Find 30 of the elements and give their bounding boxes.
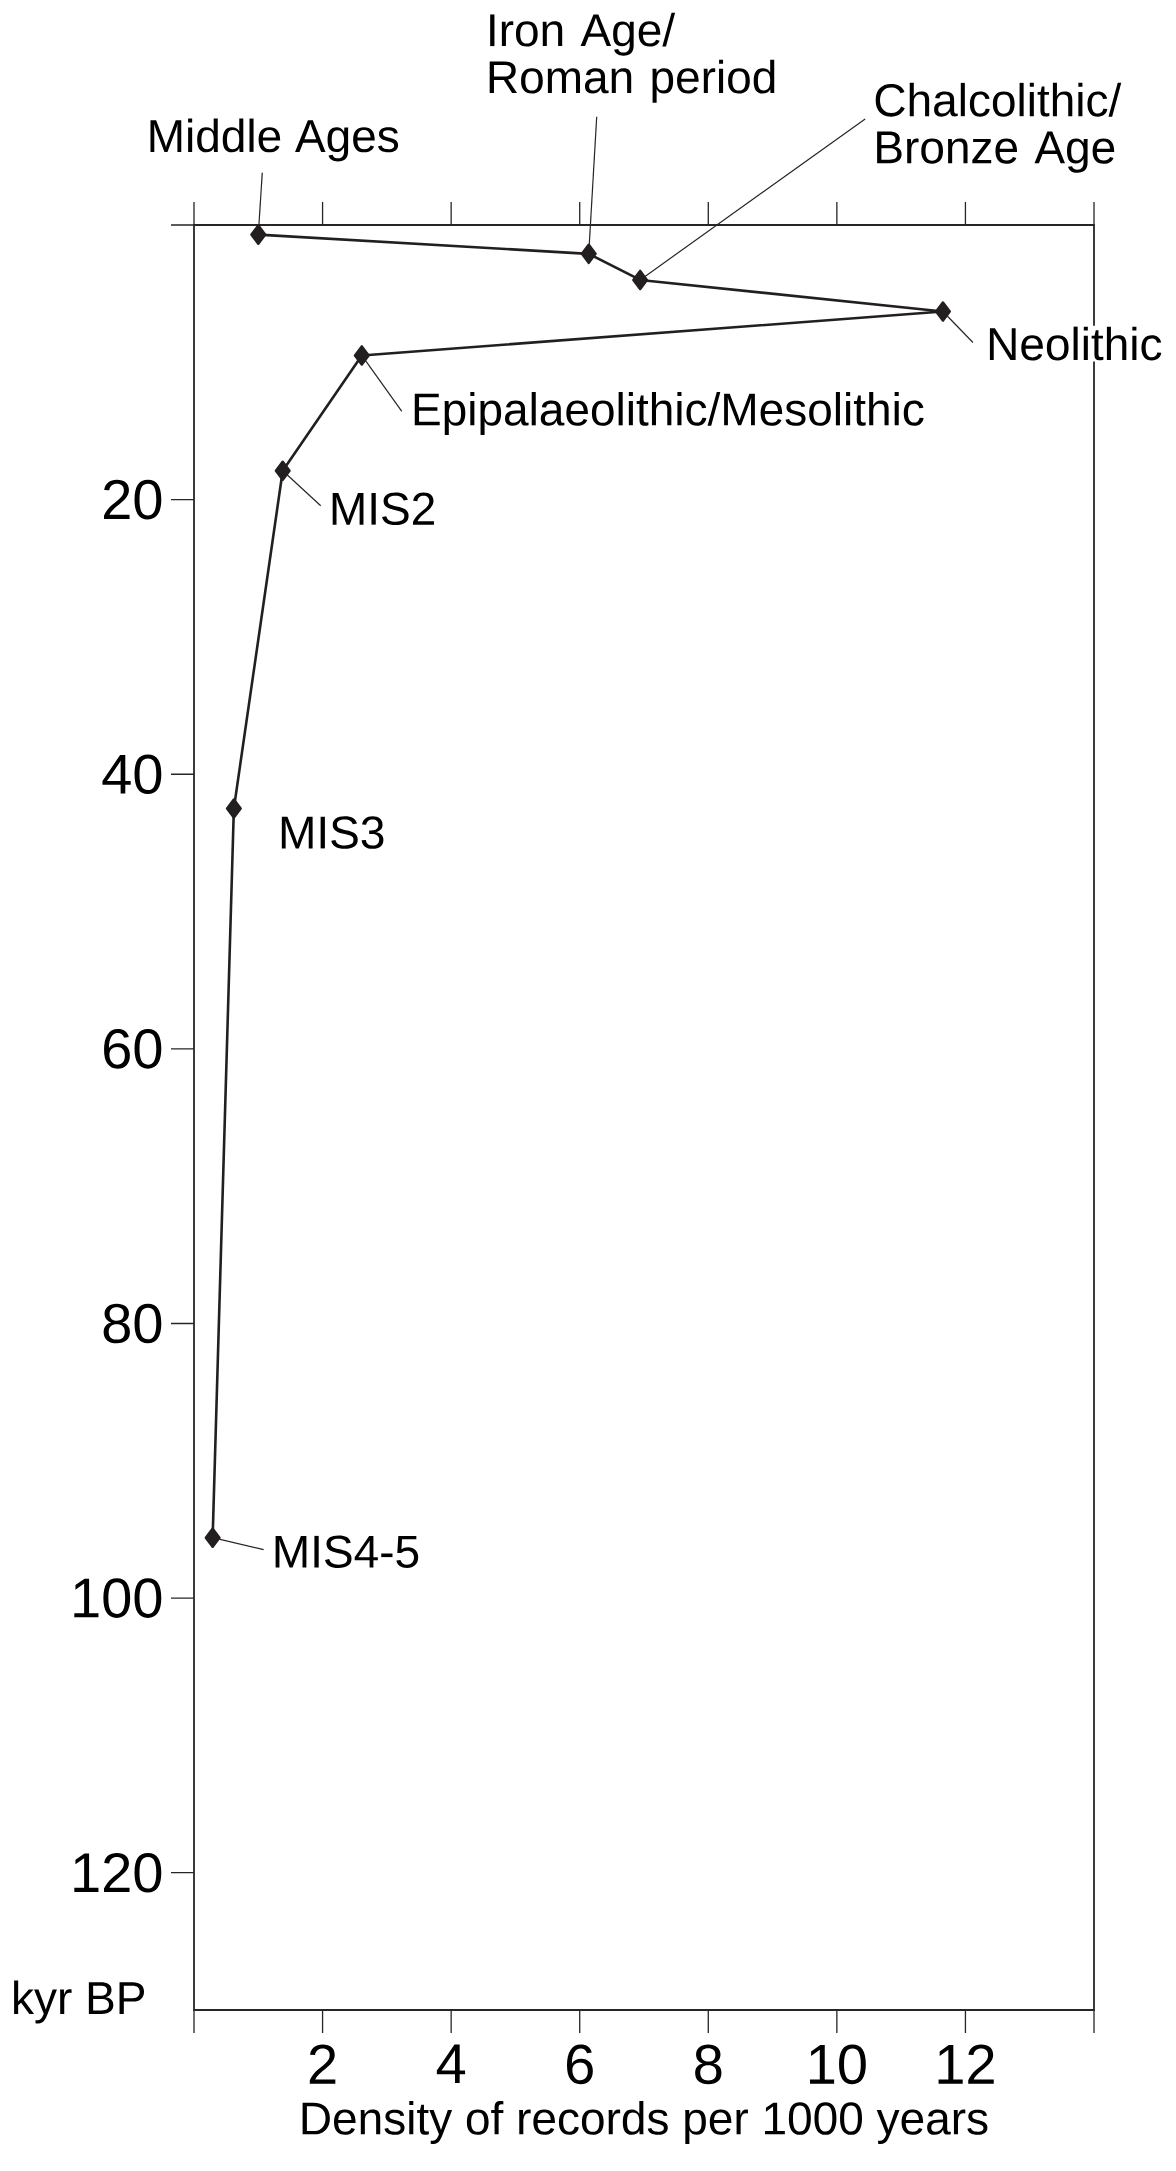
annotation: Iron Age/Roman period	[489, 12, 775, 103]
y-tick-label: 80	[103, 1303, 162, 1344]
y-tick-label: 100	[74, 1578, 162, 1618]
x-tick-label: 12	[938, 2044, 994, 2084]
point	[225, 798, 242, 819]
point	[204, 1527, 221, 1548]
annotation: Neolithic	[989, 326, 1162, 361]
x-tick-label: 8	[695, 2044, 722, 2085]
y-tick-label: 20	[104, 479, 162, 520]
y-tick-label: 60	[104, 1029, 162, 1069]
annotation: MIS2	[332, 492, 434, 526]
x-tick-label: 4	[436, 2044, 466, 2084]
point	[250, 224, 267, 245]
annotation: Middle Ages	[150, 118, 399, 162]
point	[632, 269, 649, 291]
point	[353, 345, 370, 366]
x-axis-title: Density of records per 1000 years	[302, 2101, 988, 2144]
x-tick-label: 2	[309, 2044, 336, 2084]
annotation: Epipalaeolithic/Mesolithic	[414, 392, 924, 435]
annotation: MIS3	[281, 816, 384, 849]
point	[580, 243, 597, 265]
annotation: Chalcolithic/Bronze Age	[875, 82, 1122, 173]
y-tick-label: 120	[74, 1852, 162, 1893]
y-axis-title: kyr BP	[14, 1980, 145, 2024]
x-tick-label: 10	[809, 2044, 866, 2085]
point	[274, 460, 291, 482]
x-tick-label: 6	[566, 2044, 593, 2085]
annotation: MIS4-5	[275, 1535, 419, 1568]
point	[934, 301, 951, 322]
y-tick-label: 40	[102, 754, 162, 795]
